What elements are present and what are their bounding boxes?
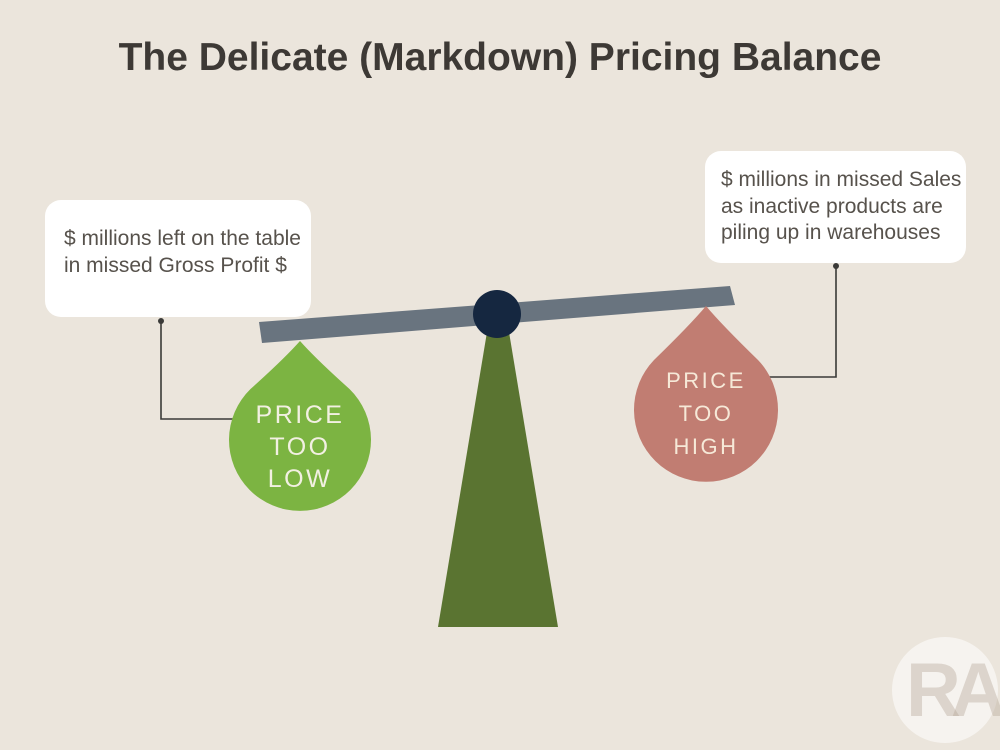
drop-high-shape	[633, 306, 778, 482]
connector-left-line	[160, 321, 248, 420]
callout-gross-profit-line-2: in missed Gross Profit $	[64, 253, 287, 277]
drop-low-label: PRICE TOO LOW	[220, 399, 380, 495]
drop-low-label-line-1: PRICE	[255, 401, 345, 429]
drop-low-label-line-3: LOW	[267, 465, 333, 493]
pivot-circle	[473, 290, 521, 338]
watermark-circle	[892, 637, 998, 743]
drop-high-label-line-2: TOO	[678, 401, 734, 426]
callout-missed-sales: $ millions in missed Sales as inactive p…	[705, 151, 966, 263]
drop-low-shape	[228, 341, 372, 511]
callout-missed-sales-line-2: as inactive products are	[721, 194, 943, 218]
page-title: The Delicate (Markdown) Pricing Balance	[118, 36, 882, 79]
callout-gross-profit-line-1: $ millions left on the table	[64, 227, 301, 250]
connector-left-dot	[158, 318, 164, 324]
drop-low-label-line-2: TOO	[269, 433, 331, 461]
drop-high-label-line-1: PRICE	[666, 368, 746, 393]
pedestal-shape	[438, 320, 558, 627]
callout-gross-profit: $ millions left on the table in missed G…	[45, 200, 311, 317]
watermark-logo: RA	[892, 637, 1000, 743]
callout-missed-sales-line-3: piling up in warehouses	[721, 221, 941, 244]
drop-high-label: PRICE TOO HIGH	[626, 364, 786, 463]
watermark-text: RA	[906, 648, 1000, 733]
connector-right-line	[758, 266, 837, 378]
drop-high-label-line-3: HIGH	[673, 434, 739, 459]
connector-right-dot	[833, 263, 839, 269]
callout-missed-sales-line-1: $ millions in missed Sales	[721, 168, 962, 191]
